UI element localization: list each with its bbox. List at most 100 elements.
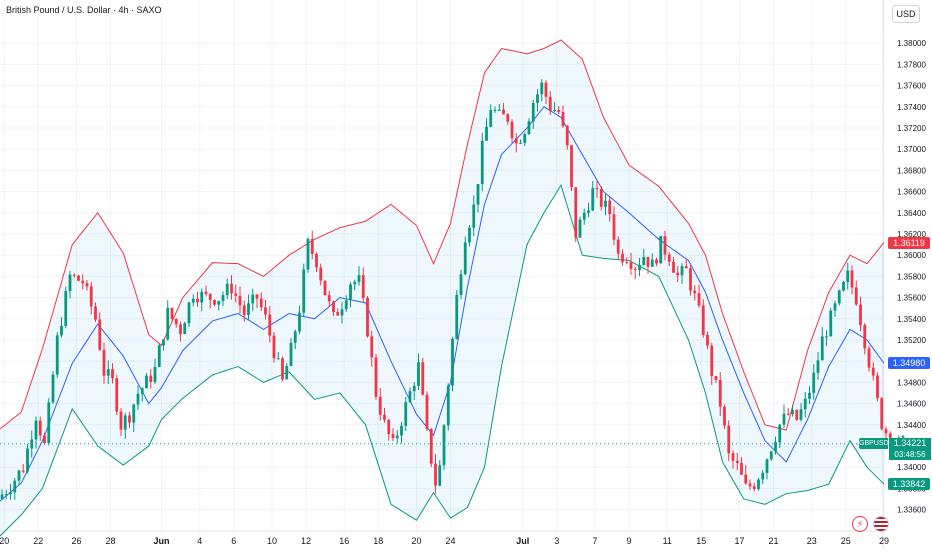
candle-body <box>803 398 807 410</box>
candle-body <box>684 266 688 269</box>
candle-body <box>829 310 833 337</box>
candle-body <box>395 435 399 439</box>
x-tick-label: 12 <box>301 536 311 546</box>
candle-body <box>323 280 327 296</box>
candle-body <box>757 479 760 490</box>
candle-body <box>183 323 187 334</box>
candle-body <box>655 259 658 264</box>
candle-body <box>47 402 51 444</box>
x-tick-label: 20 <box>0 536 9 546</box>
x-tick-label: 15 <box>696 536 706 546</box>
candle-body <box>769 451 773 460</box>
candle-body <box>859 304 862 326</box>
bollinger-upper-line <box>0 39 885 431</box>
candle-body <box>315 253 318 268</box>
candle-body <box>604 200 607 207</box>
x-tick-label: 25 <box>841 536 851 546</box>
y-tick-label: 1.35400 <box>897 315 926 324</box>
last-price-box: GBPUSD 1.34221 03:48:56 <box>859 437 931 460</box>
candle-body <box>510 121 514 139</box>
x-tick-label: 16 <box>339 536 349 546</box>
candle-body <box>391 433 395 439</box>
candle-body <box>782 413 786 425</box>
lower-band-label: 1.33842 <box>888 477 930 490</box>
candle-body <box>72 274 76 276</box>
candle-body <box>531 102 535 122</box>
candle-body <box>799 409 803 420</box>
bollinger-middle-line <box>0 106 885 502</box>
candle-body <box>689 268 692 291</box>
x-tick-label: 11 <box>663 536 672 546</box>
candle-body <box>659 236 663 264</box>
candle-body <box>408 391 412 403</box>
candle-body <box>200 291 204 303</box>
x-tick-label: 24 <box>445 536 455 546</box>
candle-body <box>327 295 331 302</box>
y-tick-label: 1.35600 <box>897 294 926 303</box>
candle-body <box>540 82 544 95</box>
x-tick-label: 28 <box>105 536 115 546</box>
candle-body <box>536 94 539 103</box>
us-flag-icon[interactable] <box>873 516 889 532</box>
candle-body <box>795 409 799 420</box>
candle-body <box>612 214 616 240</box>
candle-body <box>451 338 454 386</box>
candle-body <box>752 486 756 490</box>
lightning-icon[interactable]: ⚡ <box>852 516 868 532</box>
candle-body <box>544 82 548 97</box>
x-tick-label: 23 <box>807 536 817 546</box>
candle-body <box>455 294 459 339</box>
y-tick-label: 1.37400 <box>897 103 926 112</box>
candle-body <box>650 259 654 267</box>
candle-body <box>863 325 867 349</box>
candle-body <box>565 125 569 146</box>
candle-body <box>293 331 297 343</box>
candle-body <box>132 404 136 423</box>
y-tick-label: 1.35800 <box>897 272 926 281</box>
candle-body <box>480 140 484 184</box>
candle-body <box>298 312 301 332</box>
candle-body <box>353 281 357 285</box>
y-tick-label: 1.33600 <box>897 506 926 515</box>
x-tick-label: 4 <box>197 536 202 546</box>
candle-body <box>642 256 646 265</box>
candle-body <box>582 212 586 220</box>
candle-body <box>191 298 195 303</box>
candle-body <box>646 256 650 267</box>
candle-body <box>748 483 752 487</box>
candle-body <box>404 402 408 426</box>
candle-body <box>272 335 276 359</box>
candle-body <box>497 109 501 111</box>
candle-body <box>701 305 705 335</box>
candle-body <box>599 188 603 207</box>
candle-body <box>429 428 433 464</box>
candle-body <box>255 294 259 299</box>
candle-body <box>153 366 157 382</box>
candle-body <box>425 394 429 429</box>
candle-body <box>638 264 641 271</box>
candle-body <box>119 411 123 430</box>
candle-body <box>259 298 263 308</box>
candle-body <box>446 385 450 426</box>
candle-body <box>472 204 476 228</box>
candle-body <box>128 415 131 423</box>
candle-body <box>336 312 340 316</box>
bollinger-lower-line <box>0 184 885 537</box>
candle-body <box>570 145 573 188</box>
candle-body <box>149 375 153 382</box>
candle-body <box>400 425 403 436</box>
candle-body <box>123 415 127 430</box>
candle-body <box>349 284 352 301</box>
candle-body <box>242 305 246 315</box>
candle-body <box>340 309 344 316</box>
candle-body <box>81 280 85 284</box>
candle-body <box>13 480 17 493</box>
candle-body <box>289 342 293 367</box>
candle-body <box>115 378 119 412</box>
y-tick-label: 1.35200 <box>897 336 926 345</box>
currency-button[interactable]: USD <box>892 5 920 23</box>
x-tick-label: 10 <box>267 536 277 546</box>
candle-body <box>140 388 144 394</box>
